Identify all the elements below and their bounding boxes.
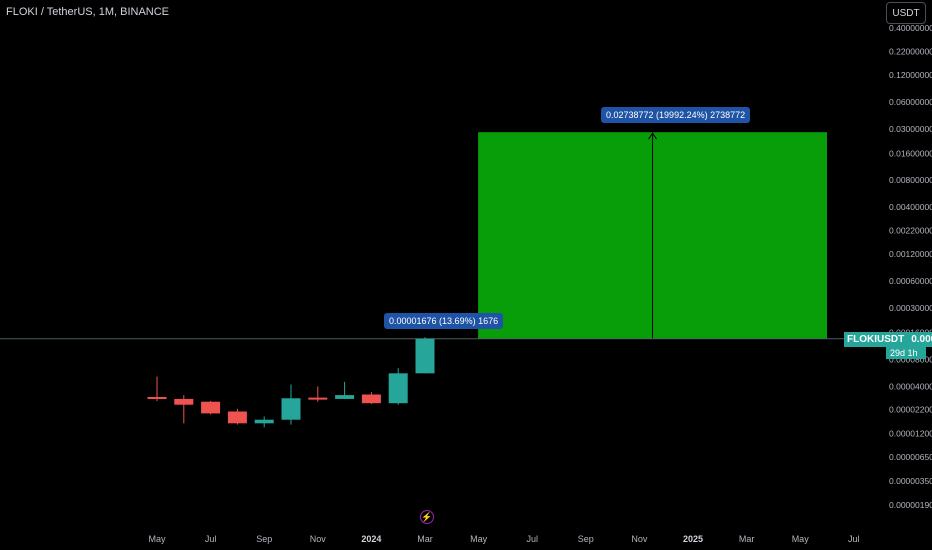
price-tick-label: 0.22000000 [889,46,932,56]
target-arrow-head [648,132,657,140]
price-tick-label: 0.00060000 [889,276,932,286]
price-axis: 0.40000000 0.22000000 0.12000000 0.06000000… [889,23,932,510]
candle [335,381,355,399]
time-tick-label: Jul [205,534,217,544]
target-layer [0,132,844,340]
time-tick-label: 2025 [683,534,703,544]
price-tick-label: 0.12000000 [889,70,932,80]
price-tick-label: 0.00002200 [889,405,932,415]
price-tag-symbol: FLOKIUSDT [847,334,905,345]
time-axis: May Jul Sep Nov 2024 Mar May Jul Sep Nov 2025 Mar Ma… [148,534,859,544]
price-tag-value: 0.00013621 [911,334,932,345]
time-tick-label: Nov [310,534,327,544]
candle [174,395,194,424]
price-tick-label: 0.00000650 [889,452,932,462]
candle-layer [147,337,435,428]
price-tick-label: 0.00000190 [889,500,932,510]
candle [147,376,167,402]
candle-body [388,373,408,404]
time-tick-label: Nov [631,534,648,544]
price-tick-label: 0.01600000 [889,148,932,158]
time-tick-label: May [470,534,488,544]
price-tick-label: 0.00030000 [889,303,932,313]
candle [254,416,274,428]
price-tick-label: 0.40000000 [889,23,932,33]
price-tick-label: 0.00120000 [889,249,932,259]
measure-label-target: 0.02738772 (19992.24%) 2738772 [601,107,751,123]
price-tick-label: 0.00004000 [889,381,932,391]
price-tick-label: 0.00220000 [889,225,932,235]
symbol-title: FLOKI / TetherUS, 1M, BINANCE [6,6,170,18]
time-tick-label: Sep [578,534,594,544]
time-tick-label: May [148,534,166,544]
candle [308,386,328,402]
candle [361,392,381,404]
measure-label-small: 0.00001676 (13.69%) 1676 [384,313,504,329]
last-price-tag: FLOKIUSDT 0.00013621 [844,332,932,347]
price-tick-label: 0.00008000 [889,354,932,364]
lightning-bolt-icon[interactable]: ⚡ [420,510,434,524]
time-tick-label: Jul [848,534,860,544]
price-tick-label: 0.00001200 [889,428,932,438]
candle-body [281,398,301,420]
price-tick-label: 0.00400000 [889,202,932,212]
candle-body [361,394,381,404]
candle [281,384,301,425]
candle [201,401,221,415]
candle-body [227,411,247,424]
candle-body [201,401,221,414]
candle-body [335,395,355,399]
time-tick-label: Sep [256,534,272,544]
time-tick-label: Jul [526,534,538,544]
candle-body [415,338,435,374]
bar-countdown: 29d 1h [886,347,926,359]
price-tick-label: 0.00800000 [889,175,932,185]
time-tick-label: May [792,534,810,544]
price-tick-label: 0.06000000 [889,97,932,107]
candle [227,408,247,425]
price-tick-label: 0.03000000 [889,124,932,134]
candle-body [308,397,328,400]
candle [415,337,435,374]
time-tick-label: Mar [739,534,755,544]
candle-body [147,396,167,399]
candle-body [254,419,274,424]
time-tick-label: Mar [417,534,433,544]
candle [388,368,408,405]
price-tick-label: 0.00000350 [889,476,932,486]
candle-body [174,398,194,405]
time-tick-label: 2024 [361,534,381,544]
currency-button[interactable]: USDT [886,2,926,24]
